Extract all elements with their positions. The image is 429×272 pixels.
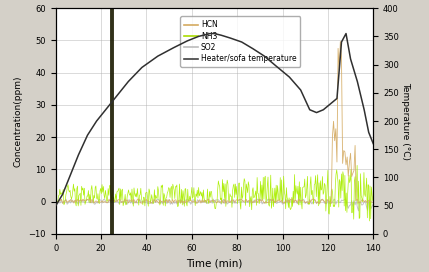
Legend: HCN, NH3, SO2, Heater/sofa temperature: HCN, NH3, SO2, Heater/sofa temperature: [180, 17, 300, 67]
Y-axis label: Concentration(ppm): Concentration(ppm): [14, 75, 23, 167]
X-axis label: Time (min): Time (min): [186, 258, 243, 268]
Y-axis label: Temperature (°C): Temperature (°C): [401, 82, 410, 160]
